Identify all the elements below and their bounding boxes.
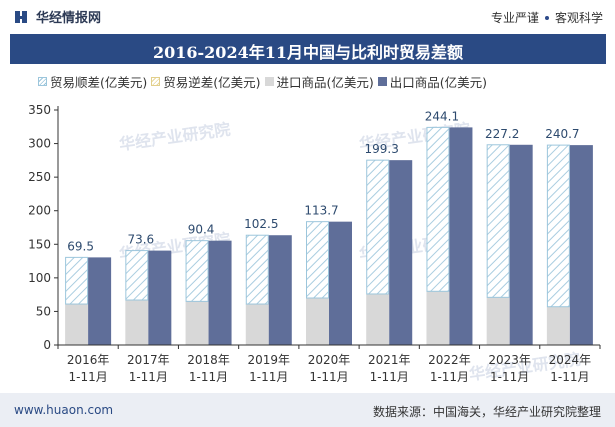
top-bar: 华经情报网 专业严谨 客观科学 <box>0 0 615 32</box>
legend-swatch-import <box>264 77 274 86</box>
legend-item-import[interactable]: 进口商品(亿美元) <box>264 72 374 91</box>
import-bar <box>125 300 149 345</box>
brand-name: 华经情报网 <box>36 11 102 26</box>
legend-label-surplus: 贸易顺差(亿美元) <box>50 75 148 90</box>
x-tick-label-period: 1-11月 <box>68 370 107 384</box>
surplus-bar <box>366 159 390 295</box>
surplus-data-label: 113.7 <box>304 204 338 218</box>
x-tick-label-year: 2018年 <box>187 353 230 367</box>
legend-swatch-deficit <box>151 77 161 86</box>
export-bar <box>148 250 172 345</box>
import-bar <box>306 298 329 345</box>
surplus-data-label: 102.5 <box>244 217 278 231</box>
slogan-b: 客观科学 <box>554 11 603 25</box>
legend-swatch-surplus <box>38 77 47 86</box>
export-bar <box>389 160 413 345</box>
export-bar <box>329 221 352 345</box>
surplus-data-label: 69.5 <box>67 239 94 253</box>
surplus-bar <box>546 144 570 308</box>
x-tick-label-period: 1-11月 <box>370 370 409 384</box>
import-bar <box>366 293 390 345</box>
x-tick-label-year: 2020年 <box>308 353 351 367</box>
export-bar <box>268 235 292 345</box>
surplus-bar <box>185 240 209 302</box>
x-tick-label-period: 1-11月 <box>309 370 348 384</box>
y-tick-label: 300 <box>28 137 51 151</box>
legend-item-surplus[interactable]: 贸易顺差(亿美元) <box>38 72 147 91</box>
y-tick-label: 250 <box>28 170 51 184</box>
chart-legend: 贸易顺差(亿美元) 贸易逆差(亿美元) 进口商品(亿美元) 出口商品(亿美元) <box>38 72 491 91</box>
x-tick-label-year: 2021年 <box>368 353 411 367</box>
import-bar <box>245 304 269 345</box>
surplus-bar <box>486 144 510 298</box>
y-tick-label: 350 <box>28 103 51 117</box>
y-tick-label: 50 <box>36 304 51 318</box>
slogan: 专业严谨 客观科学 <box>491 9 603 26</box>
watermark-text: 华经产业研究院 <box>118 120 232 154</box>
surplus-data-label: 244.1 <box>425 109 459 123</box>
x-tick-label-year: 2019年 <box>248 353 291 367</box>
y-tick-label: 100 <box>28 271 51 285</box>
legend-label-deficit: 贸易逆差(亿美元) <box>163 75 261 90</box>
y-tick-label: 150 <box>28 237 51 251</box>
legend-label-export: 出口商品(亿美元) <box>389 75 488 90</box>
x-tick-label-period: 1-11月 <box>430 370 469 384</box>
surplus-data-label: 227.2 <box>485 127 519 141</box>
logo-icon <box>15 10 27 23</box>
legend-item-export[interactable]: 出口商品(亿美元) <box>377 72 488 91</box>
surplus-data-label: 73.6 <box>127 233 154 247</box>
x-tick-label-year: 2017年 <box>127 353 170 367</box>
legend-item-deficit[interactable]: 贸易逆差(亿美元) <box>151 72 261 91</box>
surplus-data-label: 90.4 <box>188 223 215 237</box>
surplus-data-label: 199.3 <box>365 142 399 156</box>
y-tick-label: 0 <box>43 338 51 352</box>
legend-swatch-export <box>377 77 387 86</box>
x-tick-label-period: 1-11月 <box>249 370 288 384</box>
x-tick-label-period: 1-11月 <box>189 370 228 384</box>
x-tick-label-year: 2023年 <box>488 353 531 367</box>
footer: www.huaon.com 数据来源：中国海关，华经产业研究院整理 <box>0 393 615 427</box>
bullet-dot-icon <box>544 15 549 20</box>
surplus-data-label: 240.7 <box>545 127 579 141</box>
surplus-bar <box>426 126 450 292</box>
legend-label-import: 进口商品(亿美元) <box>276 75 374 90</box>
surplus-bar <box>306 221 329 299</box>
x-tick-label-period: 1-11月 <box>550 370 589 384</box>
import-bar <box>486 297 510 345</box>
footer-site-link[interactable]: www.huaon.com <box>14 403 114 417</box>
export-bar <box>208 240 232 345</box>
x-axis: 2016年 1-11月 2017年 1-11月 2018年 1-11月 2019年 1-11月… <box>57 344 601 384</box>
import-bar <box>546 306 570 345</box>
surplus-bar <box>245 234 269 305</box>
title-bar: 2016-2024年11月中国与比利时贸易差额 <box>10 34 606 64</box>
export-bar <box>569 145 593 345</box>
y-axis: 0 50 100 150 200 250 300 350 <box>28 103 59 352</box>
export-bar <box>449 127 473 345</box>
x-tick-label-year: 2022年 <box>428 353 471 367</box>
bars-layer: 69.5 73.6 90.4 102.5 113.7 199.3 244.1 227.2 240… <box>65 109 593 345</box>
brand-logo[interactable]: 华经情报网 <box>14 7 101 26</box>
x-tick-label-year: 2024年 <box>549 353 592 367</box>
import-bar <box>185 301 209 345</box>
x-tick-label-year: 2016年 <box>67 353 110 367</box>
surplus-bar <box>125 250 149 301</box>
export-bar <box>509 144 533 345</box>
slogan-a: 专业严谨 <box>490 11 539 25</box>
chart-title: 2016-2024年11月中国与比利时贸易差额 <box>153 43 463 62</box>
export-bar <box>88 257 112 345</box>
x-tick-label-period: 1-11月 <box>490 370 529 384</box>
y-tick-label: 200 <box>28 204 51 218</box>
import-bar <box>65 304 89 345</box>
x-tick-label-period: 1-11月 <box>129 370 168 384</box>
import-bar <box>426 291 450 345</box>
surplus-bar <box>65 256 89 305</box>
footer-source: 数据来源：中国海关，华经产业研究院整理 <box>372 405 601 419</box>
